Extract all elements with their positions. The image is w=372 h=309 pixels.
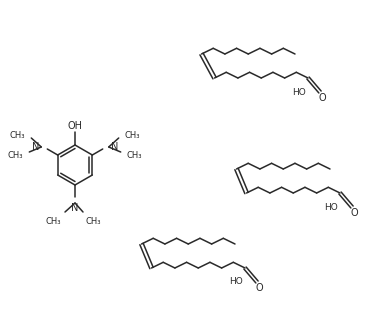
Text: CH₃: CH₃ — [45, 217, 61, 226]
Text: N: N — [111, 142, 118, 152]
Text: CH₃: CH₃ — [85, 217, 100, 226]
Text: CH₃: CH₃ — [8, 150, 23, 159]
Text: O: O — [318, 93, 326, 103]
Text: CH₃: CH₃ — [127, 150, 142, 159]
Text: CH₃: CH₃ — [125, 130, 140, 139]
Text: O: O — [255, 283, 263, 293]
Text: HO: HO — [229, 277, 243, 286]
Text: N: N — [71, 203, 79, 213]
Text: HO: HO — [292, 87, 306, 96]
Text: CH₃: CH₃ — [10, 130, 25, 139]
Text: HO: HO — [324, 202, 338, 211]
Text: OH: OH — [67, 121, 83, 131]
Text: O: O — [350, 208, 358, 218]
Text: N: N — [32, 142, 39, 152]
